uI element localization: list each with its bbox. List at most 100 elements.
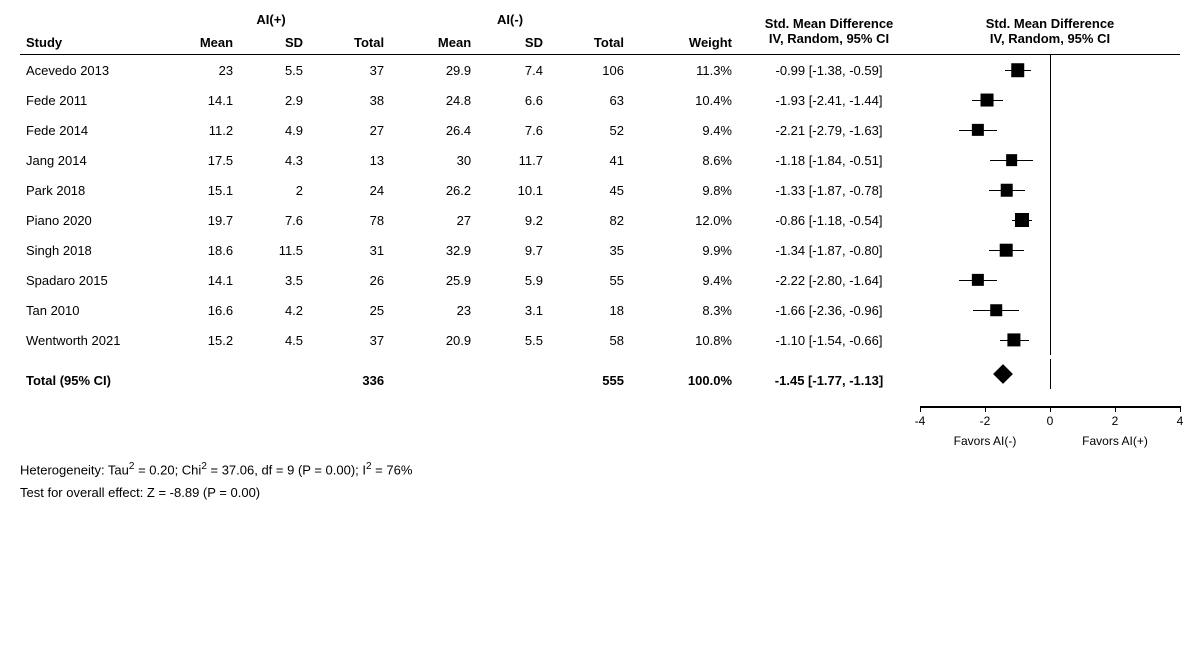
col-study: Study [20, 31, 152, 55]
total-label: Total (95% CI) [20, 355, 152, 392]
sd-neg: 6.6 [477, 85, 549, 115]
study-name: Jang 2014 [20, 145, 152, 175]
study-name: Tan 2010 [20, 295, 152, 325]
total-pos: 26 [309, 265, 390, 295]
forest-plot-table: AI(+) AI(-) Std. Mean Difference IV, Ran… [20, 8, 1180, 453]
forest-diamond [920, 359, 1180, 389]
mean-neg: 20.9 [390, 325, 477, 355]
mean-neg: 30 [390, 145, 477, 175]
study-name: Acevedo 2013 [20, 55, 152, 85]
weight: 9.9% [630, 235, 738, 265]
weight: 10.8% [630, 325, 738, 355]
heterogeneity-text: Heterogeneity: Tau2 = 0.20; Chi2 = 37.06… [20, 461, 1180, 477]
study-name: Piano 2020 [20, 205, 152, 235]
sd-neg: 3.1 [477, 295, 549, 325]
mean-neg: 32.9 [390, 235, 477, 265]
mean-pos: 15.2 [152, 325, 239, 355]
study-row: Park 201815.122426.210.1459.8%-1.33 [-1.… [20, 175, 1180, 205]
sd-pos: 4.5 [239, 325, 309, 355]
mean-neg: 25.9 [390, 265, 477, 295]
total-neg: 63 [549, 85, 630, 115]
sd-pos: 2 [239, 175, 309, 205]
total-pos: 38 [309, 85, 390, 115]
favors-left: Favors AI(-) [954, 434, 1017, 448]
total-neg: 555 [549, 355, 630, 392]
axis-tick-label: 2 [1112, 414, 1119, 428]
total-neg: 82 [549, 205, 630, 235]
effect-text: -0.99 [-1.38, -0.59] [738, 55, 920, 85]
forest-marker [920, 265, 1180, 295]
total-neg: 55 [549, 265, 630, 295]
total-pos: 25 [309, 295, 390, 325]
total-neg: 52 [549, 115, 630, 145]
total-row: Total (95% CI) 336 555100.0%-1.45 [-1.77, … [20, 355, 1180, 392]
col-total-pos: Total [309, 31, 390, 55]
col-mean-pos: Mean [152, 31, 239, 55]
total-neg: 41 [549, 145, 630, 175]
overall-effect-text: Test for overall effect: Z = -8.89 (P = … [20, 485, 1180, 500]
study-row: Spadaro 201514.13.52625.95.9559.4%-2.22 … [20, 265, 1180, 295]
favors-right: Favors AI(+) [1082, 434, 1148, 448]
effect-text: -2.22 [-2.80, -1.64] [738, 265, 920, 295]
study-row: Acevedo 2013235.53729.97.410611.3%-0.99 … [20, 55, 1180, 85]
sd-neg: 7.6 [477, 115, 549, 145]
forest-marker [920, 235, 1180, 265]
total-effect: -1.45 [-1.77, -1.13] [738, 355, 920, 392]
sd-neg: 10.1 [477, 175, 549, 205]
weight: 8.3% [630, 295, 738, 325]
forest-marker [920, 115, 1180, 145]
study-name: Singh 2018 [20, 235, 152, 265]
mean-neg: 29.9 [390, 55, 477, 85]
effect-text: -1.10 [-1.54, -0.66] [738, 325, 920, 355]
sd-pos: 4.3 [239, 145, 309, 175]
total-pos: 31 [309, 235, 390, 265]
sd-neg: 9.2 [477, 205, 549, 235]
effect-text: -1.66 [-2.36, -0.96] [738, 295, 920, 325]
sd-neg: 5.9 [477, 265, 549, 295]
total-pos: 24 [309, 175, 390, 205]
study-row: Tan 201016.64.225233.1188.3%-1.66 [-2.36… [20, 295, 1180, 325]
total-pos: 78 [309, 205, 390, 235]
study-name: Wentworth 2021 [20, 325, 152, 355]
sd-pos: 3.5 [239, 265, 309, 295]
effect-text: -2.21 [-2.79, -1.63] [738, 115, 920, 145]
study-row: Jang 201417.54.3133011.7418.6%-1.18 [-1.… [20, 145, 1180, 175]
mean-pos: 17.5 [152, 145, 239, 175]
study-row: Wentworth 202115.24.53720.95.55810.8%-1.… [20, 325, 1180, 355]
study-row: Piano 202019.77.678279.28212.0%-0.86 [-1… [20, 205, 1180, 235]
forest-marker [920, 145, 1180, 175]
effect-text: -1.93 [-2.41, -1.44] [738, 85, 920, 115]
sd-pos: 4.9 [239, 115, 309, 145]
mean-pos: 16.6 [152, 295, 239, 325]
sd-neg: 9.7 [477, 235, 549, 265]
total-pos: 27 [309, 115, 390, 145]
forest-marker [920, 175, 1180, 205]
weight: 11.3% [630, 55, 738, 85]
total-neg: 106 [549, 55, 630, 85]
total-pos: 336 [309, 355, 390, 392]
weight: 9.4% [630, 265, 738, 295]
study-name: Fede 2014 [20, 115, 152, 145]
sd-pos: 7.6 [239, 205, 309, 235]
mean-pos: 15.1 [152, 175, 239, 205]
mean-pos: 11.2 [152, 115, 239, 145]
col-weight: Weight [630, 31, 738, 55]
total-weight: 100.0% [630, 355, 738, 392]
axis-tick-label: 4 [1177, 414, 1184, 428]
weight: 9.8% [630, 175, 738, 205]
total-pos: 37 [309, 325, 390, 355]
forest-marker [920, 55, 1180, 85]
sd-pos: 11.5 [239, 235, 309, 265]
plot-header-line2: IV, Random, 95% CI [920, 31, 1180, 46]
forest-axis: -4-2024Favors AI(-)Favors AI(+) [920, 398, 1180, 453]
sd-pos: 4.2 [239, 295, 309, 325]
total-neg: 35 [549, 235, 630, 265]
mean-pos: 18.6 [152, 235, 239, 265]
study-name: Fede 2011 [20, 85, 152, 115]
weight: 12.0% [630, 205, 738, 235]
total-pos: 37 [309, 55, 390, 85]
col-sd-neg: SD [477, 31, 549, 55]
axis-tick-label: -2 [980, 414, 991, 428]
weight: 10.4% [630, 85, 738, 115]
sd-neg: 5.5 [477, 325, 549, 355]
